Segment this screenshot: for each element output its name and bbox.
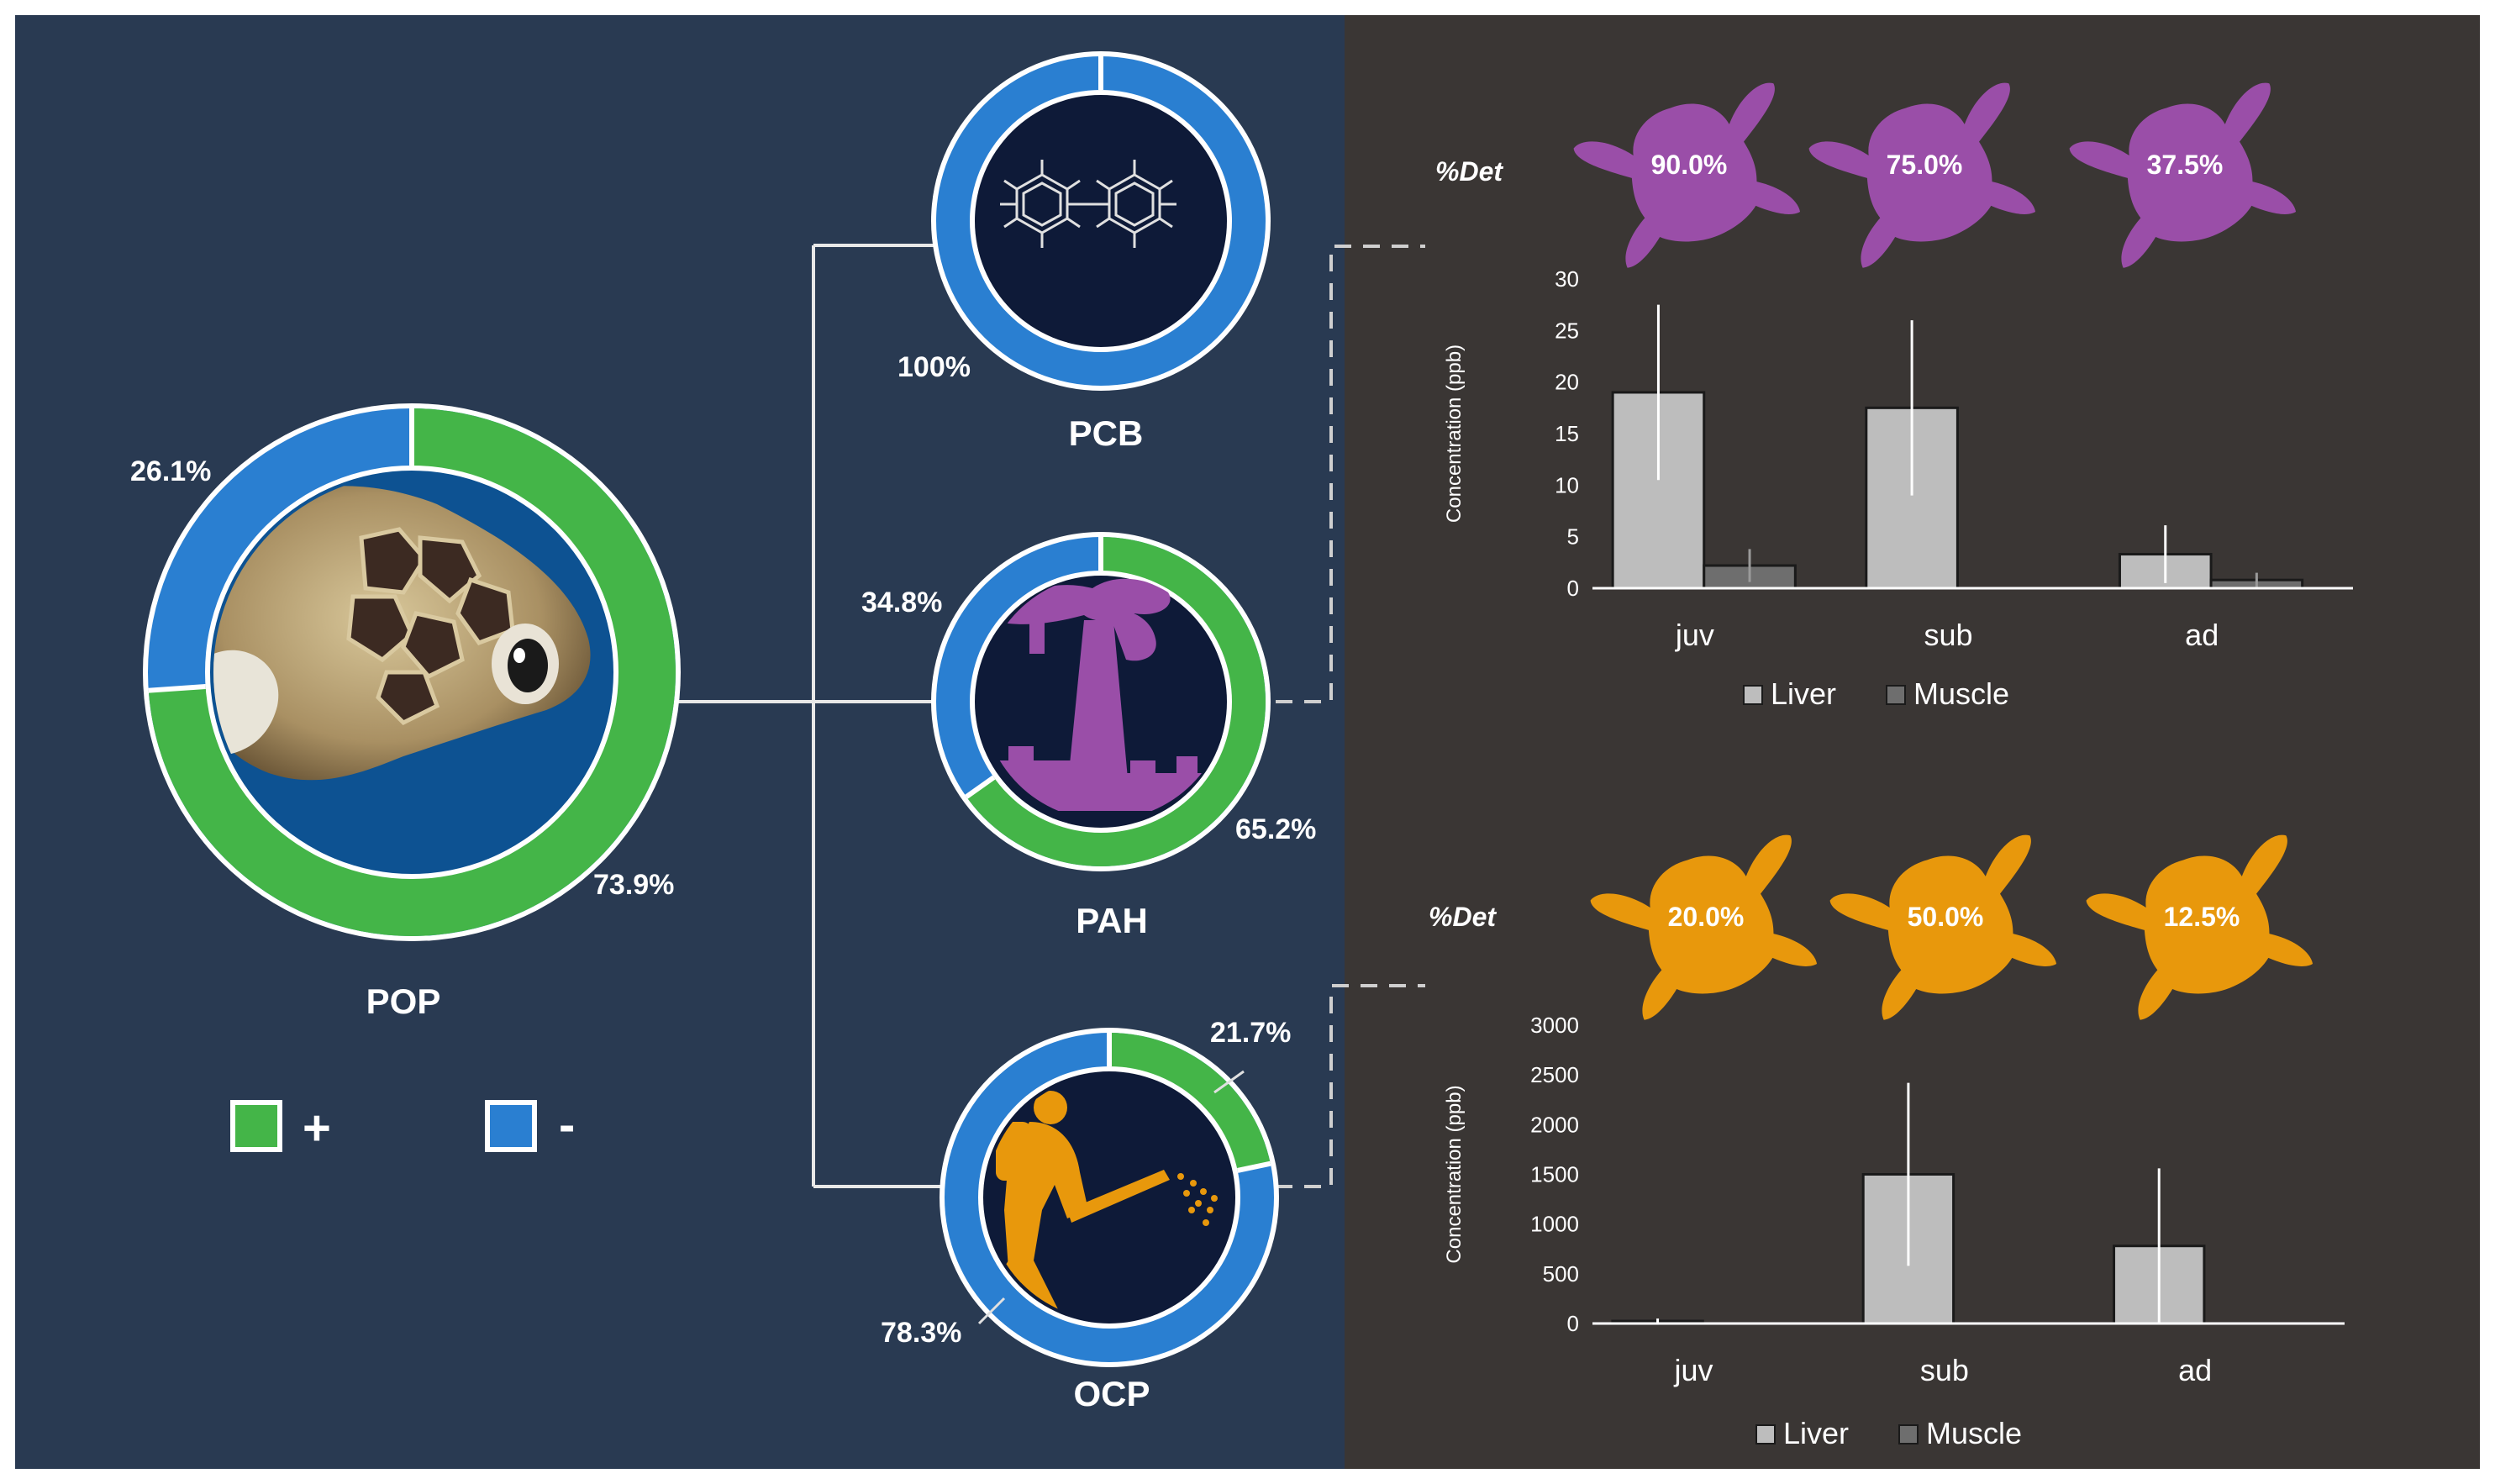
ocp-label: OCP: [1073, 1374, 1150, 1413]
x-tick-label: juv: [1675, 618, 1714, 652]
turtle-head-photo: [213, 486, 591, 781]
ocp-bar-chart: 0 500 1000 1500 2000 2500 3000 Concentration (p…: [1443, 1013, 2345, 1450]
y-tick-label: 10: [1555, 472, 1579, 497]
legend-swatch: [1886, 685, 1906, 705]
pcb-ring-inner: [975, 95, 1227, 347]
pah-divider: [965, 775, 996, 799]
det-value: 75.0%: [1887, 150, 1963, 180]
x-tick-label: juv: [1674, 1353, 1713, 1387]
det-value: 50.0%: [1908, 902, 1984, 932]
pop-neg-pct: 26.1%: [130, 455, 211, 487]
ocp-pos-leader: [1213, 1070, 1245, 1094]
legend-label: Liver: [1771, 676, 1836, 711]
legend-label: Muscle: [1913, 676, 2009, 711]
x-tick-label: sub: [1924, 618, 1973, 652]
turtle-silhouette-icon: [2069, 82, 2297, 268]
pop-divider: [148, 683, 206, 693]
biphenyl-structure-icon: [1000, 160, 1176, 248]
turtle-silhouette-icon: [1808, 82, 2036, 268]
y-tick-label: 2000: [1530, 1112, 1579, 1137]
legend-positive-label: +: [303, 1101, 331, 1155]
y-tick-label: 1500: [1530, 1162, 1579, 1187]
det-top-label: %Det: [1435, 156, 1503, 187]
pcb-label: PCB: [1069, 413, 1144, 453]
pop-label: POP: [366, 981, 441, 1021]
pah-pos-pct: 65.2%: [1235, 813, 1316, 845]
dashed-connectors: [1276, 245, 1425, 1188]
legend-label: Liver: [1783, 1416, 1849, 1450]
y-tick-label: 15: [1555, 421, 1579, 446]
pah-neg-pct: 34.8%: [861, 587, 942, 618]
det-value: 12.5%: [2164, 902, 2240, 932]
y-tick-label: 25: [1555, 318, 1579, 343]
det-value: 37.5%: [2147, 150, 2224, 180]
turtle-silhouette-icon: [1573, 82, 1801, 268]
pah-donut: [931, 532, 1271, 871]
y-tick-label: 20: [1555, 370, 1579, 395]
x-tick-label: sub: [1920, 1353, 1969, 1387]
y-axis-label: Concentration (ppb): [1443, 1085, 1466, 1263]
turtle-silhouette-icon: [1829, 834, 2057, 1020]
turtle-silhouette-icon: [2086, 834, 2313, 1020]
pop-pos-pct: 73.9%: [593, 869, 674, 901]
legend: + -: [230, 1097, 575, 1155]
det-value: 20.0%: [1668, 902, 1745, 932]
pcb-donut: [931, 51, 1271, 391]
y-tick-label: 0: [1567, 576, 1579, 601]
turtle-silhouette-icon: [1590, 834, 1818, 1020]
det-bottom-label: %Det: [1429, 902, 1497, 932]
x-tick-label: ad: [2178, 1353, 2212, 1387]
pop-donut: [143, 403, 681, 941]
legend-positive-swatch: [230, 1100, 282, 1152]
det-value: 90.0%: [1651, 150, 1728, 180]
y-axis-label: Concentration (ppb): [1443, 345, 1466, 523]
ocp-donut: [940, 1028, 1279, 1367]
pah-label: PAH: [1076, 901, 1148, 940]
legend-swatch: [1898, 1424, 1919, 1445]
pcb-neg-pct: 100%: [897, 351, 971, 383]
pah-bar-chart: 0 5 10 15 20 25 30 Concentration (ppb) juv sub ad L…: [1443, 266, 2353, 711]
legend-label: Muscle: [1926, 1416, 2022, 1450]
legend-negative-label: -: [559, 1097, 575, 1152]
y-tick-label: 2500: [1530, 1062, 1579, 1087]
y-tick-label: 3000: [1530, 1013, 1579, 1038]
y-tick-label: 1000: [1530, 1212, 1579, 1237]
ocp-neg-pct: 78.3%: [881, 1317, 961, 1349]
x-tick-label: ad: [2185, 618, 2219, 652]
y-tick-label: 30: [1555, 266, 1579, 292]
ocp-neg-leader: [977, 1297, 1006, 1325]
y-tick-label: 500: [1543, 1261, 1579, 1287]
legend-negative-swatch: [485, 1100, 537, 1152]
ocp-pos-pct: 21.7%: [1210, 1017, 1291, 1049]
legend-swatch: [1743, 685, 1763, 705]
y-tick-label: 5: [1567, 524, 1579, 550]
ocp-divider: [1237, 1160, 1271, 1173]
y-tick-label: 0: [1567, 1311, 1579, 1336]
legend-swatch: [1755, 1424, 1776, 1445]
